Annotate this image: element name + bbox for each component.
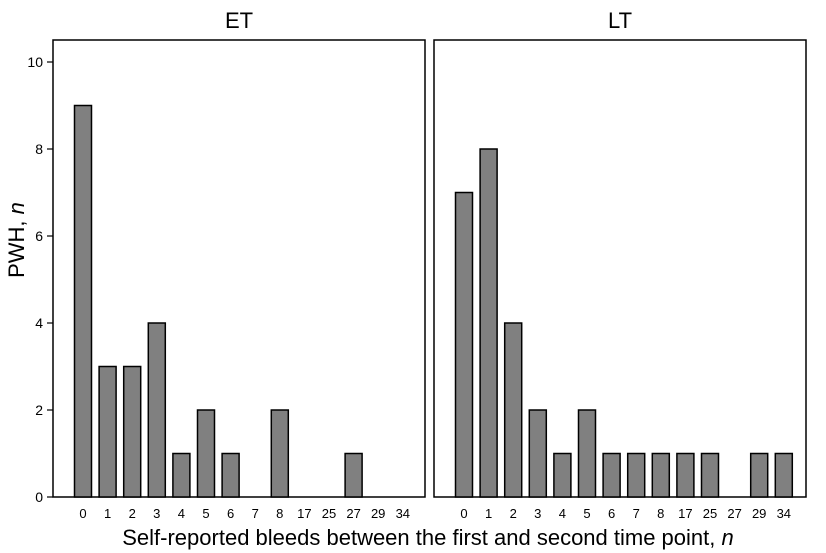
bar-lt-7: [626, 452, 646, 498]
bar-lt-29: [749, 452, 769, 498]
x-tick-label: 29: [752, 506, 766, 521]
y-tick-label: 2: [35, 402, 43, 418]
y-axis: 0 2 4 6 8 10: [27, 54, 53, 505]
x-tick-label: 29: [371, 506, 385, 521]
panel-title: LT: [608, 8, 632, 33]
x-tick-label: 5: [202, 506, 209, 521]
bar-lt-8: [651, 452, 671, 498]
bar-lt-0: [454, 191, 474, 498]
bar-et-2: [122, 365, 142, 498]
bar-lt-5: [577, 409, 597, 498]
y-tick-label: 6: [35, 228, 43, 244]
x-axis-label: Self-reported bleeds between the first a…: [122, 525, 734, 550]
y-tick-label: 10: [27, 54, 43, 70]
x-tick-label: 27: [727, 506, 741, 521]
bar-lt-3: [528, 409, 548, 498]
x-tick-label: 2: [129, 506, 136, 521]
panel-lt: LT0 1 2 3 4 5 6 7 8 17 25 27 29 34: [433, 8, 807, 521]
x-tick-label: 4: [178, 506, 185, 521]
x-tick-label: 0: [460, 506, 467, 521]
bar-lt-1: [479, 148, 498, 498]
bar-et-4: [172, 452, 191, 498]
bar-lt-2: [503, 322, 523, 498]
x-tick-label: 27: [346, 506, 360, 521]
x-tick-label: 17: [297, 506, 311, 521]
x-tick-label: 25: [322, 506, 336, 521]
x-tick-label: 1: [485, 506, 492, 521]
y-axis-label: PWH, n: [4, 202, 29, 278]
x-tick-label: 7: [633, 506, 640, 521]
x-tick-label: 8: [276, 506, 283, 521]
x-tick-label: 6: [227, 506, 234, 521]
bar-lt-4: [553, 452, 572, 498]
x-tick-label: 0: [79, 506, 86, 521]
x-tick-label: 2: [510, 506, 517, 521]
x-tick-label: 3: [534, 506, 541, 521]
panel-title: ET: [225, 8, 253, 33]
bar-et-27: [344, 452, 363, 498]
bar-et-3: [147, 322, 167, 498]
x-tick-label: 8: [657, 506, 664, 521]
y-tick-label: 4: [35, 315, 43, 331]
bar-et-8: [270, 409, 290, 498]
bar-et-5: [196, 409, 216, 498]
x-tick-label: 7: [252, 506, 259, 521]
x-tick-label: 34: [777, 506, 791, 521]
bar-et-1: [98, 365, 117, 498]
bar-lt-34: [774, 452, 794, 498]
bar-et-6: [221, 452, 240, 498]
bar-lt-6: [602, 452, 621, 498]
bar-lt-17: [676, 452, 695, 498]
bar-lt-25: [700, 452, 720, 498]
x-tick-label: 5: [583, 506, 590, 521]
x-tick-label: 6: [608, 506, 615, 521]
panel-et: ET0 1 2 3 4 5 6 7 8 17 25 27 29 34: [52, 8, 426, 521]
y-tick-label: 8: [35, 141, 43, 157]
y-tick-label: 0: [35, 489, 43, 505]
x-tick-label: 25: [703, 506, 717, 521]
x-tick-label: 3: [153, 506, 160, 521]
x-tick-label: 1: [104, 506, 111, 521]
x-tick-label: 17: [678, 506, 692, 521]
bar-et-0: [73, 104, 93, 498]
x-tick-label: 4: [559, 506, 566, 521]
x-tick-label: 34: [396, 506, 410, 521]
